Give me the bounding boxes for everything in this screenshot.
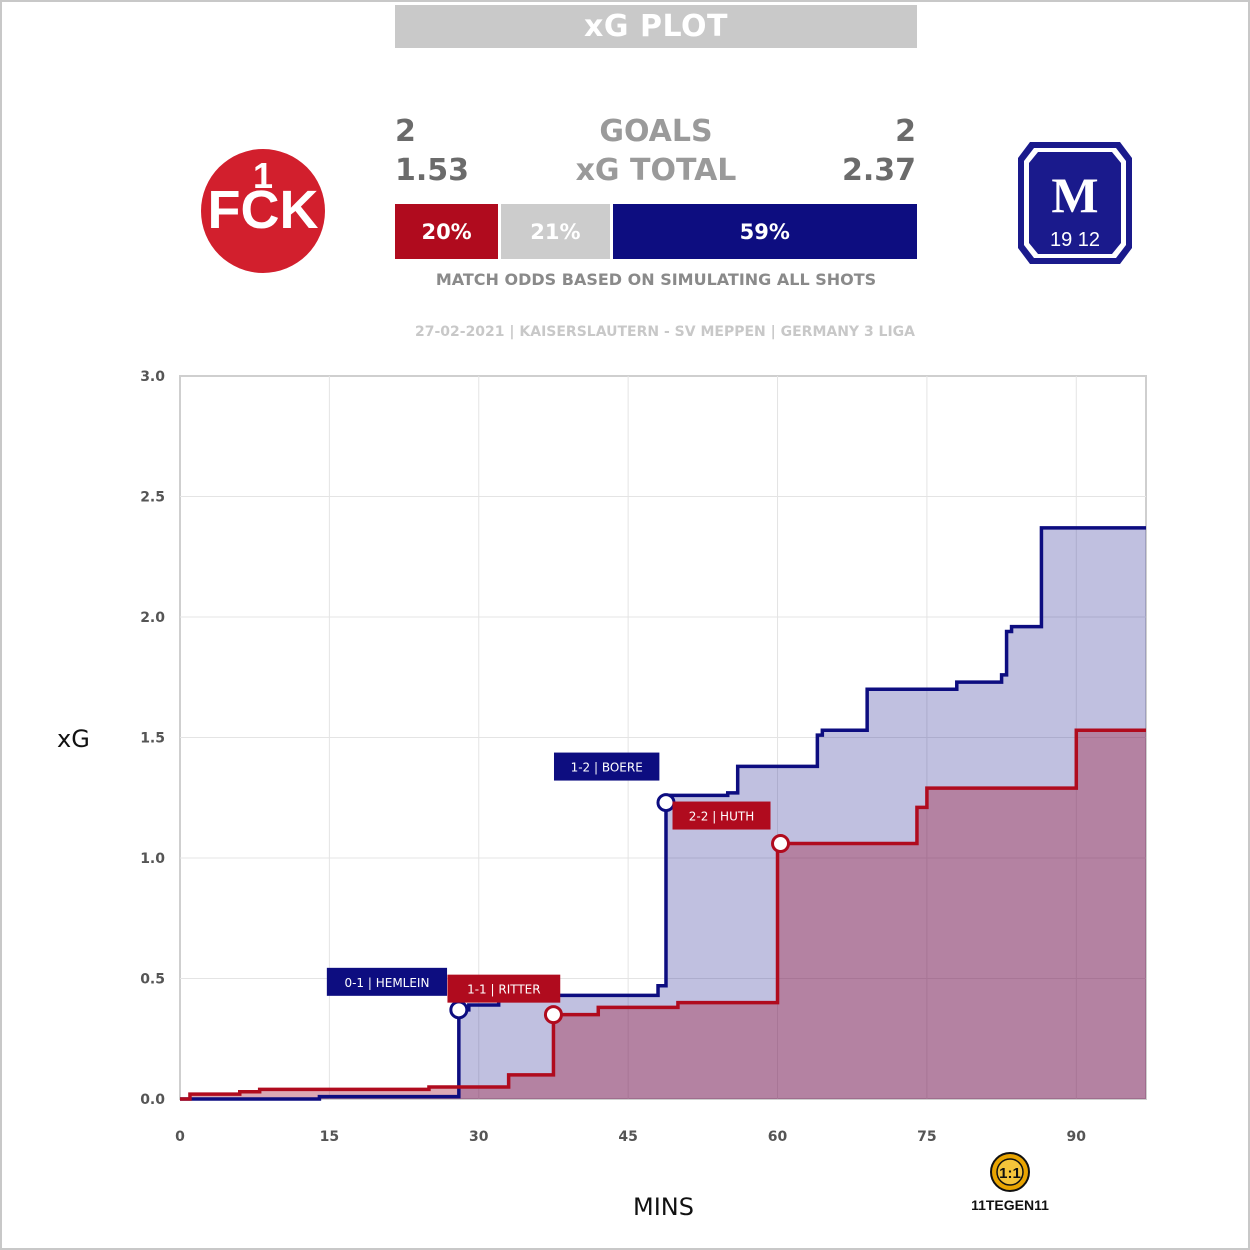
x-tick-label: 90 [1067, 1129, 1087, 1145]
page-title: xG PLOT [395, 5, 917, 48]
y-tick-label: 0.0 [140, 1092, 165, 1108]
goal-marker [656, 793, 676, 813]
home-xg-total: 1.53 [395, 153, 470, 188]
svg-text:1: 1 [253, 155, 273, 196]
away-xg-area [180, 527, 1146, 1099]
goal-label-box [672, 801, 771, 830]
match-info: 27-02-2021 | KAISERSLAUTERN - SV MEPPEN … [414, 324, 916, 340]
goal-label-box [553, 752, 660, 781]
y-tick-label: 2.5 [140, 490, 165, 506]
x-tick-label: 15 [320, 1129, 339, 1145]
draw-odds: 21% [501, 204, 610, 259]
svg-text:1:1: 1:1 [999, 1165, 1021, 1182]
home-xg-area [180, 730, 1146, 1099]
goal-label-box [447, 974, 561, 1003]
x-tick-label: 0 [175, 1129, 185, 1145]
goal-label: 1-1 | RITTER [467, 983, 541, 997]
x-tick-label: 75 [917, 1129, 936, 1145]
y-tick-label: 0.5 [140, 972, 165, 988]
goal-label: 0-1 | HEMLEIN [344, 976, 429, 990]
y-tick-label: 1.0 [140, 851, 165, 867]
goal-marker [543, 1005, 563, 1025]
away-win-odds: 59% [612, 204, 917, 259]
svg-text:FCK: FCK [208, 180, 319, 240]
brand-logo: 1:1 11TEGEN11 [971, 1152, 1049, 1213]
y-tick-label: 3.0 [140, 369, 165, 385]
brand-text: 11TEGEN11 [971, 1197, 1049, 1213]
goal-label-box [326, 967, 448, 996]
svg-text:M: M [1051, 167, 1098, 223]
x-tick-label: 60 [768, 1129, 788, 1145]
away-team-logo: M 19 12 [1018, 142, 1132, 264]
away-xg-total: 2.37 [841, 153, 916, 188]
x-tick-label: 45 [618, 1129, 637, 1145]
goal-marker [771, 834, 791, 854]
x-axis-title: MINS [633, 1193, 694, 1221]
goal-label: 2-2 | HUTH [689, 810, 754, 824]
x-tick-label: 30 [469, 1129, 489, 1145]
away-xg-line [180, 526, 1146, 1101]
svg-text:19 12: 19 12 [1050, 229, 1100, 251]
y-tick-label: 2.0 [140, 610, 165, 626]
odds-note: MATCH ODDS BASED ON SIMULATING ALL SHOTS [435, 270, 877, 289]
y-tick-label: 1.5 [140, 731, 165, 747]
xg-total-label: xG TOTAL [575, 153, 737, 188]
y-axis-title: xG [57, 725, 90, 753]
goals-label: GOALS [599, 114, 713, 149]
goal-marker [449, 1000, 469, 1020]
home-win-odds: 20% [395, 204, 499, 259]
home-goals: 2 [395, 114, 416, 149]
away-goals: 2 [895, 114, 916, 149]
goal-label: 1-2 | BOERE [571, 761, 643, 775]
home-team-logo: FCK 1 [201, 149, 325, 273]
